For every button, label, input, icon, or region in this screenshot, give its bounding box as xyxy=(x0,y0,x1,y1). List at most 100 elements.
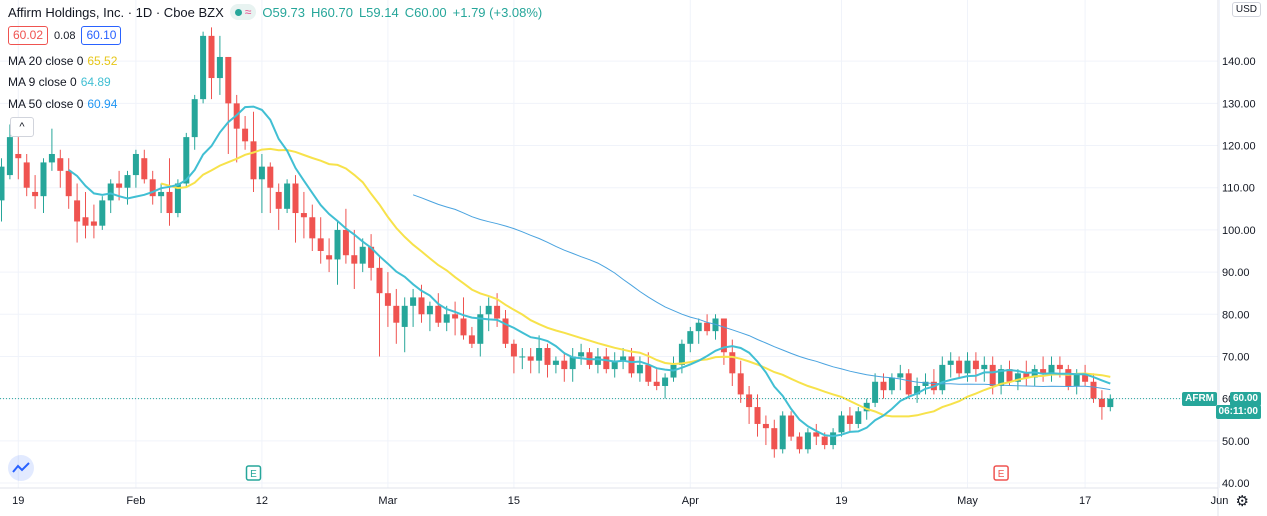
y-tick-label: 80.00 xyxy=(1222,309,1250,321)
candle-body xyxy=(174,183,181,214)
collapse-indicators-button[interactable]: ^ xyxy=(10,117,34,137)
candle-body xyxy=(183,137,190,184)
candle-body xyxy=(645,364,652,382)
candle-body xyxy=(510,343,517,357)
symbol-title[interactable]: Affirm Holdings, Inc. · 1D · Cboe BZX xyxy=(8,4,224,20)
ohlc-close: C60.00 xyxy=(404,4,447,20)
candle-body xyxy=(208,35,215,79)
ma20-line xyxy=(160,147,1111,418)
candle-body xyxy=(888,377,895,391)
candle-body xyxy=(443,314,450,323)
candle-body xyxy=(149,179,156,197)
candle-body xyxy=(494,305,501,319)
candle-body xyxy=(662,377,669,386)
y-tick-label: 110.00 xyxy=(1222,183,1255,195)
y-tick-label: 70.00 xyxy=(1222,351,1250,363)
x-tick-label: 19 xyxy=(12,495,24,507)
x-tick-label: 17 xyxy=(1079,495,1091,507)
candle-body xyxy=(376,267,383,294)
candle-body xyxy=(0,166,5,201)
candle-body xyxy=(947,360,954,365)
candle-body xyxy=(317,238,324,251)
candle-body xyxy=(410,297,417,306)
candle-body xyxy=(813,432,820,437)
wave-icon: ≈ xyxy=(244,5,252,19)
earnings-marker-label: E xyxy=(998,469,1005,480)
candle-body xyxy=(754,407,761,424)
y-tick-label: 120.00 xyxy=(1222,141,1256,153)
candle-body xyxy=(1082,373,1089,382)
bid-price[interactable]: 60.02 xyxy=(8,26,49,45)
settings-gear-icon[interactable]: ⚙ xyxy=(1235,493,1249,510)
candle-body xyxy=(762,423,769,429)
indicator-ma50[interactable]: MA 50 close 0 60.94 xyxy=(8,97,117,111)
ask-price[interactable]: 60.10 xyxy=(81,26,122,45)
candle-body xyxy=(1048,364,1055,374)
market-open-dot-icon xyxy=(234,8,242,16)
candle-body xyxy=(1014,373,1021,382)
candle-body xyxy=(972,360,979,370)
candle-body xyxy=(191,99,198,138)
candle-body xyxy=(603,356,610,370)
candle-body xyxy=(905,373,912,395)
candle-body xyxy=(502,318,509,344)
candle-body xyxy=(729,352,736,374)
candle-body xyxy=(536,348,543,361)
x-tick-label: Jun xyxy=(1211,495,1229,507)
ma50-line xyxy=(412,194,1111,391)
candle-body xyxy=(342,229,349,256)
candle-body xyxy=(300,213,307,218)
x-tick-label: Feb xyxy=(126,495,145,507)
candle-body xyxy=(15,153,22,159)
y-tick-label: 100.00 xyxy=(1222,225,1256,237)
candle-body xyxy=(569,356,576,370)
candle-body xyxy=(359,246,366,264)
candle-body xyxy=(99,200,106,226)
candle-body xyxy=(82,217,89,226)
candle-body xyxy=(830,432,837,446)
candle-body xyxy=(897,373,904,378)
candle-body xyxy=(880,381,887,391)
candle-body xyxy=(1090,381,1097,399)
candle-body xyxy=(964,360,971,374)
candle-body xyxy=(527,356,534,361)
candle-body xyxy=(90,221,97,226)
candle-body xyxy=(998,369,1005,386)
candle-body xyxy=(65,170,72,197)
indicator-ma20[interactable]: MA 20 close 0 65.52 xyxy=(8,54,117,68)
candle-body xyxy=(846,415,853,424)
candle-body xyxy=(351,255,358,264)
candle-body xyxy=(32,191,39,197)
candle-body xyxy=(166,191,173,214)
candle-body xyxy=(578,352,585,357)
indicator-ma9[interactable]: MA 9 close 0 64.89 xyxy=(8,75,111,89)
candle-body xyxy=(636,364,643,374)
chevron-up-icon: ^ xyxy=(19,121,25,133)
market-status-badge[interactable]: ≈ xyxy=(229,4,257,20)
earnings-marker-icon xyxy=(993,465,1009,481)
x-tick-label: May xyxy=(957,495,978,507)
candle-body xyxy=(124,175,131,188)
candle-body xyxy=(158,191,165,197)
candle-body xyxy=(1056,364,1063,370)
candle-body xyxy=(678,343,685,365)
candle-body xyxy=(418,297,425,315)
candle-body xyxy=(989,364,996,386)
chart-header: Affirm Holdings, Inc. · 1D · Cboe BZX ≈ … xyxy=(8,4,542,20)
y-tick-label: 90.00 xyxy=(1222,267,1250,279)
candle-body xyxy=(460,318,467,336)
candle-body xyxy=(141,158,148,180)
candle-body xyxy=(863,402,870,412)
candle-body xyxy=(804,432,811,450)
candle-body xyxy=(838,415,845,433)
tradingview-logo-icon[interactable] xyxy=(8,455,34,481)
y-tick-label: 140.00 xyxy=(1222,56,1256,68)
candle-body xyxy=(326,255,333,260)
candle-body xyxy=(956,360,963,374)
candle-body xyxy=(1065,369,1072,386)
candle-body xyxy=(855,411,862,424)
currency-button[interactable]: USD xyxy=(1231,2,1261,17)
candle-body xyxy=(6,137,13,176)
indicator-value: 64.89 xyxy=(80,75,111,89)
